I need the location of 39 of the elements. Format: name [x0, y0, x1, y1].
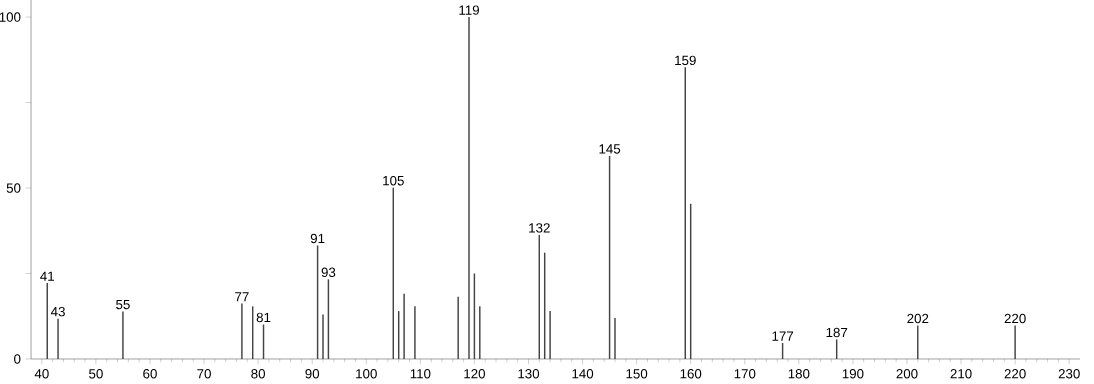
- x-tick-label: 200: [896, 369, 918, 379]
- x-tick-label: 130: [518, 369, 540, 379]
- x-tick-label: 160: [680, 369, 702, 379]
- x-tick-label: 140: [572, 369, 594, 379]
- y-tick-label: 50: [6, 183, 21, 193]
- x-tick-label: 90: [305, 369, 320, 379]
- annotation: 220: [1004, 313, 1026, 324]
- annotation: 105: [383, 175, 404, 186]
- x-tick-label: 230: [1058, 369, 1080, 379]
- x-tick-label: 40: [34, 369, 49, 379]
- annotation: 132: [529, 223, 550, 233]
- x-tick-label: 80: [251, 369, 266, 379]
- annotation: 187: [826, 327, 848, 338]
- annotation: 43: [50, 306, 65, 317]
- x-tick-label: 120: [464, 369, 486, 379]
- x-tick-label: 50: [89, 369, 103, 379]
- x-tick-label: 70: [197, 369, 211, 379]
- annotation: 41: [40, 271, 55, 281]
- x-tick-label: 170: [734, 369, 756, 379]
- x-tick-label: 60: [143, 369, 157, 379]
- annotation: 145: [599, 144, 621, 154]
- annotation: 81: [256, 312, 271, 323]
- annotation: 119: [459, 5, 479, 15]
- annotation: 177: [772, 331, 794, 341]
- x-tick-label: 190: [842, 369, 864, 379]
- annotation: 55: [116, 299, 130, 310]
- y-tick-label: 100: [0, 12, 21, 22]
- x-tick-label: 180: [788, 369, 810, 379]
- y-tick-label: 0: [14, 354, 21, 364]
- annotation: 202: [907, 313, 929, 324]
- annotation: 93: [321, 267, 336, 278]
- x-tick-label: 110: [410, 369, 431, 379]
- x-tick-label: 150: [626, 369, 648, 379]
- annotation: 91: [310, 233, 325, 244]
- x-tick-label: 220: [1004, 369, 1026, 379]
- annotation: 77: [235, 292, 249, 302]
- annotation: 159: [675, 55, 696, 66]
- x-tick-label: 100: [356, 369, 377, 379]
- x-tick-label: 210: [950, 369, 972, 379]
